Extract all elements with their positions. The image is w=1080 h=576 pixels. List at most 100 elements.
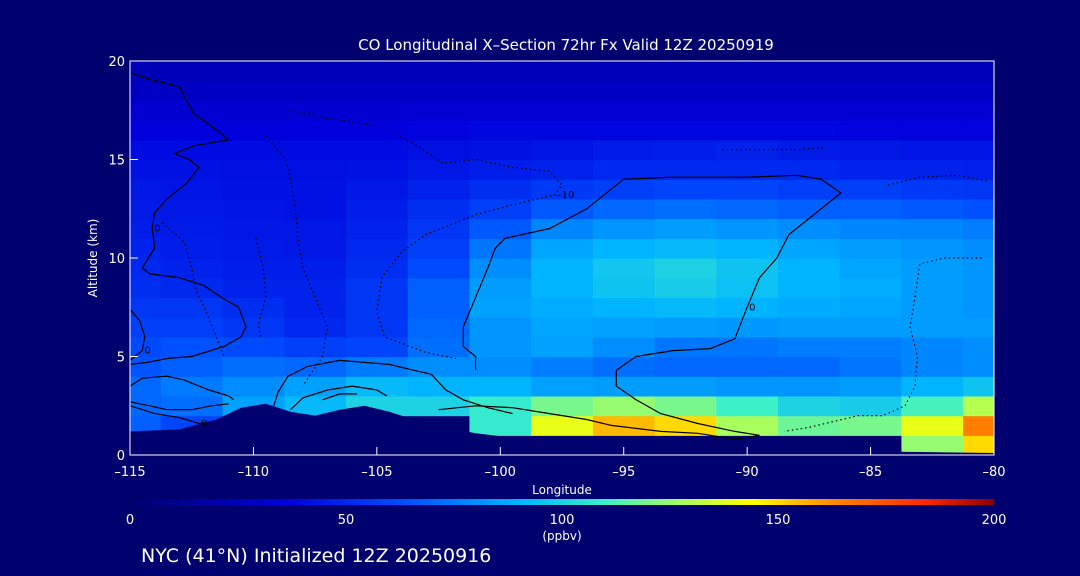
- heat-cell: [901, 100, 964, 121]
- heat-cell: [839, 100, 903, 121]
- heat-cell: [839, 120, 903, 141]
- negative-contour: [887, 174, 990, 186]
- heat-cell: [839, 415, 903, 436]
- heat-cell: [469, 80, 532, 101]
- heat-cell: [130, 317, 162, 338]
- heat-cell: [469, 179, 532, 200]
- y-tick-label: 15: [108, 154, 125, 169]
- heat-cell: [901, 376, 964, 397]
- heat-cell: [839, 61, 903, 82]
- heat-cell: [901, 317, 964, 338]
- y-tick-label: 5: [117, 351, 125, 366]
- heat-cell: [160, 395, 224, 417]
- heat-cell: [469, 297, 532, 318]
- heat-cell: [222, 317, 285, 338]
- negative-contour: [265, 135, 329, 387]
- heat-cell: [130, 100, 162, 121]
- heat-cell: [346, 258, 409, 279]
- y-tick-label: 10: [108, 252, 125, 267]
- heat-cell: [716, 395, 779, 417]
- heat-cell: [654, 317, 717, 338]
- heat-cell: [901, 258, 964, 279]
- heat-cell: [592, 297, 656, 318]
- heat-cell: [222, 61, 285, 82]
- heat-cell: [901, 159, 964, 180]
- heat-cell: [592, 139, 656, 161]
- heat-cell: [778, 159, 841, 180]
- heat-cell: [160, 376, 224, 397]
- heat-cell: [346, 238, 409, 259]
- heat-cell: [963, 376, 994, 397]
- heat-cell: [531, 395, 594, 417]
- heat-cell: [160, 317, 224, 338]
- heat-cell: [778, 356, 841, 377]
- heat-cell: [222, 198, 285, 220]
- heat-cell: [346, 336, 409, 358]
- colorbar-tick-label: 150: [766, 513, 791, 528]
- heat-cell: [592, 100, 656, 121]
- heat-cell: [778, 179, 841, 200]
- heat-cell: [654, 120, 717, 141]
- y-axis-label: Altitude (km): [86, 219, 100, 298]
- heat-cell: [130, 139, 162, 161]
- heat-cell: [531, 80, 594, 101]
- heat-cell: [592, 376, 656, 397]
- heat-cell: [469, 356, 532, 377]
- heat-cell: [963, 277, 994, 298]
- co-field: [130, 61, 994, 455]
- heat-cell: [716, 258, 779, 279]
- heat-cell: [654, 395, 717, 417]
- zero-contour: [130, 308, 146, 361]
- heat-cell: [222, 238, 285, 259]
- heat-cell: [716, 179, 779, 200]
- heat-cell: [592, 159, 656, 180]
- heat-cell: [284, 100, 347, 121]
- footer-caption: NYC (41°N) Initialized 12Z 20250916: [141, 545, 491, 567]
- heat-cell: [592, 395, 656, 417]
- heat-cell: [130, 80, 162, 101]
- heat-cell: [531, 198, 594, 220]
- heat-cell: [839, 277, 903, 298]
- heat-cell: [284, 238, 347, 259]
- heat-cell: [901, 415, 964, 436]
- heat-cell: [901, 356, 964, 377]
- heat-cell: [130, 120, 162, 141]
- heat-cell: [160, 80, 224, 101]
- heat-cell: [901, 395, 964, 417]
- heat-cell: [130, 277, 162, 298]
- colorbar-ticks: 0 50 100 150 200: [126, 513, 1007, 528]
- heat-cell: [469, 415, 532, 436]
- negative-contour: [722, 147, 827, 151]
- heat-cell: [654, 297, 717, 318]
- heat-cell: [130, 297, 162, 318]
- heat-cell: [963, 395, 994, 417]
- heat-cell: [222, 218, 285, 239]
- heat-cell: [160, 218, 224, 239]
- heat-cell: [963, 258, 994, 279]
- heat-cell: [346, 317, 409, 338]
- heat-cell: [407, 159, 471, 180]
- heat-cell: [531, 258, 594, 279]
- heat-cell: [963, 100, 994, 121]
- heat-cell: [778, 218, 841, 239]
- heat-cell: [222, 100, 285, 121]
- heat-cell: [716, 159, 779, 180]
- heat-cell: [654, 376, 717, 397]
- heat-cell: [531, 415, 594, 436]
- chart-title: CO Longitudinal X–Section 72hr Fx Valid …: [358, 36, 774, 54]
- heat-cell: [716, 139, 779, 161]
- contour-label: 0: [154, 223, 160, 234]
- x-tick-label: –105: [361, 465, 392, 480]
- heat-cell: [346, 376, 409, 397]
- heat-cell: [654, 258, 717, 279]
- heat-cell: [407, 297, 471, 318]
- heat-cell: [222, 139, 285, 161]
- zero-contour: [322, 393, 358, 401]
- heat-cell: [222, 120, 285, 141]
- heat-cell: [839, 198, 903, 220]
- heat-cell: [716, 100, 779, 121]
- heat-cell: [130, 258, 162, 279]
- heat-cell: [778, 435, 841, 455]
- heat-cell: [407, 198, 471, 220]
- x-tick-label: –100: [485, 465, 516, 480]
